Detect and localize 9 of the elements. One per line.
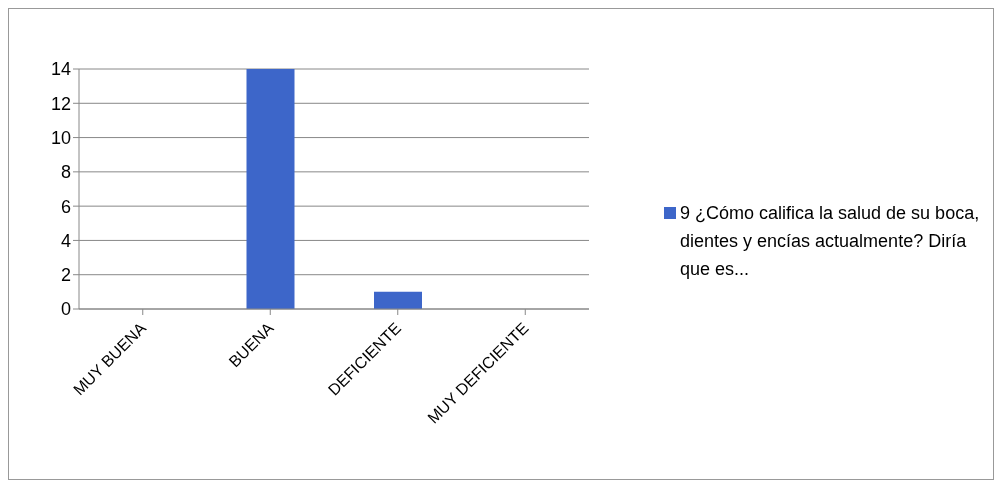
y-tick-label: 12 <box>50 93 71 114</box>
y-tick-label: 14 <box>50 59 71 80</box>
legend-label: 9 ¿Cómo califica la salud de su boca, dientes y encías actualmente? Diría que es... <box>680 202 981 281</box>
y-tick-label: 0 <box>60 299 71 320</box>
y-tick-label: 4 <box>60 230 71 251</box>
y-tick-label: 2 <box>60 265 71 286</box>
y-tick-label: 6 <box>60 196 71 217</box>
y-tick-label: 8 <box>60 162 71 183</box>
y-tick-label: 10 <box>50 127 71 148</box>
